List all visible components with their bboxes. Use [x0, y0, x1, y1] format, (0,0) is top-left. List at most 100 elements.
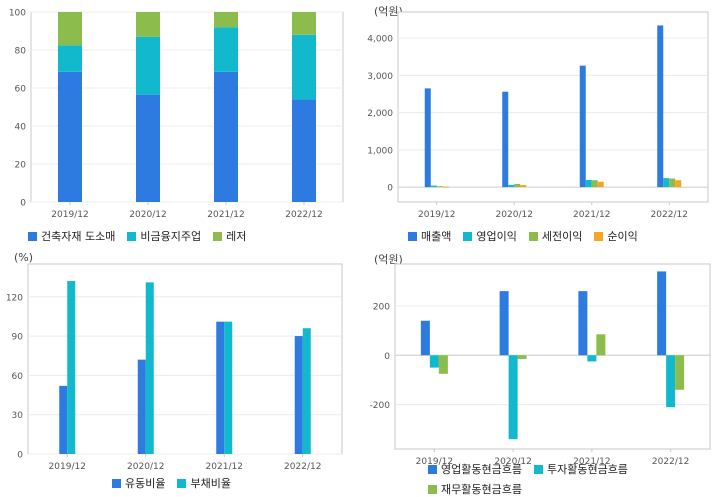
bar — [137, 359, 146, 454]
legend-item: 영업활동현금흐름 — [428, 461, 522, 477]
legend-item: 세전이익 — [528, 228, 583, 244]
legend-label: 세전이익 — [541, 230, 583, 243]
legend-label: 레저 — [226, 230, 247, 243]
x-tick-label: 2020/12 — [129, 210, 166, 220]
bar — [675, 180, 682, 188]
cashflow-unit-label: (억원) — [374, 253, 403, 266]
income-plot: 0 1,000 2,000 3,000 4,000 2019/12 2020/12 2021/… — [367, 11, 709, 220]
y-tick-label: 80 — [15, 47, 27, 57]
bar — [669, 178, 676, 188]
bar — [136, 36, 160, 95]
y-tick-label: 0 — [387, 184, 393, 194]
y-tick-label: 1,000 — [367, 146, 393, 156]
bar — [67, 281, 76, 454]
bar — [499, 291, 509, 356]
y-tick-label: 20 — [15, 161, 27, 171]
bar — [502, 91, 509, 188]
legend-label: 비금융지주업 — [140, 230, 202, 243]
bar — [429, 355, 439, 368]
legend-swatch — [177, 478, 187, 488]
legend-swatch — [213, 231, 223, 241]
bar — [294, 336, 303, 454]
legend-item: 레저 — [213, 228, 246, 244]
x-tick-label: 2022/12 — [651, 210, 688, 220]
legend-swatch — [528, 231, 538, 241]
sales-mix-legend: 건축자재 도소매 비금융지주업 레저 — [28, 228, 348, 244]
legend-swatch — [408, 231, 417, 241]
bar — [136, 12, 160, 37]
cashflow-plot: -200 0 200 2019/12 2020/12 2021/12 2022/12 — [370, 263, 711, 467]
bar — [520, 185, 527, 188]
bar — [292, 12, 316, 35]
income-unit-label: (억원) — [374, 5, 403, 18]
legend-item: 건축자재 도소매 — [28, 228, 115, 244]
legend-label: 영업활동현금흐름 — [441, 463, 522, 476]
bar — [514, 183, 521, 188]
legend-label: 순이익 — [607, 230, 638, 243]
legend-item: 투자활동현금흐름 — [533, 461, 628, 477]
bar — [214, 71, 238, 202]
y-tick-label: 40 — [15, 123, 27, 133]
bar — [587, 355, 597, 362]
y-tick-label: 2,000 — [367, 109, 393, 119]
legend-swatch — [428, 464, 437, 474]
ratio-legend: 유동비율 부채비율 — [112, 475, 332, 491]
x-tick-label: 2020/12 — [127, 462, 164, 472]
legend-label: 투자활동현금흐름 — [546, 463, 628, 476]
legend-swatch — [594, 231, 604, 241]
bar — [442, 186, 449, 188]
bar — [517, 355, 527, 359]
y-tick-label: 0 — [17, 451, 23, 461]
bar — [216, 321, 225, 454]
x-tick-label: 2022/12 — [284, 462, 321, 472]
plot-frame — [27, 263, 343, 455]
legend-label: 건축자재 도소매 — [41, 230, 116, 243]
y-tick-label: -200 — [370, 401, 391, 411]
cashflow-chart: (억원) -200 0 200 2019/12 2020/12 2021/12 2022/1… — [360, 248, 720, 496]
x-tick-label: 2021/12 — [573, 210, 610, 220]
legend-swatch — [533, 464, 543, 474]
bar — [591, 180, 598, 188]
sales-mix-plot: 0 20 40 60 80 100 2019/12 2020/12 2021/12 2022/12 — [9, 9, 344, 220]
legend-item: 재무활동현금흐름 — [428, 481, 522, 497]
x-tick-label: 2020/12 — [494, 457, 531, 467]
x-tick-label: 2022/12 — [285, 210, 322, 220]
y-tick-label: 60 — [12, 372, 24, 382]
x-tick-label: 2020/12 — [496, 210, 533, 220]
x-tick-label: 2019/12 — [49, 462, 86, 472]
x-tick-label: 2019/12 — [418, 210, 455, 220]
bar — [596, 334, 606, 356]
bar — [58, 45, 82, 72]
legend-swatch — [127, 231, 137, 241]
legend-label: 영업이익 — [476, 230, 517, 243]
bar — [436, 186, 443, 188]
bar — [214, 12, 238, 28]
legend-item: 부채비율 — [177, 475, 231, 491]
legend-label: 매출액 — [421, 230, 452, 243]
plot-frame — [397, 11, 709, 203]
bar — [59, 385, 68, 454]
bar — [58, 12, 82, 46]
bar — [292, 34, 316, 100]
bar — [585, 180, 592, 188]
y-tick-label: 0 — [20, 199, 26, 209]
legend-label: 부채비율 — [190, 477, 231, 490]
x-tick-label: 2019/12 — [416, 457, 453, 467]
bar — [136, 94, 160, 202]
plot-frame — [30, 11, 344, 203]
legend-item: 비금융지주업 — [127, 228, 201, 244]
y-tick-label: 30 — [12, 411, 24, 421]
bar — [292, 99, 316, 202]
y-tick-label: 60 — [15, 85, 27, 95]
ratio-chart: (%) 0 30 60 90 120 2019/12 2020/12 2021/12 2022/… — [0, 248, 360, 496]
bar — [224, 321, 233, 454]
legend-swatch — [112, 478, 121, 488]
bar — [666, 355, 676, 408]
x-tick-label: 2019/12 — [51, 210, 88, 220]
ratio-unit-label: (%) — [14, 251, 34, 264]
legend-item: 유동비율 — [112, 475, 165, 491]
legend-item: 영업이익 — [463, 228, 517, 244]
bar — [675, 355, 685, 390]
bar — [579, 65, 586, 188]
